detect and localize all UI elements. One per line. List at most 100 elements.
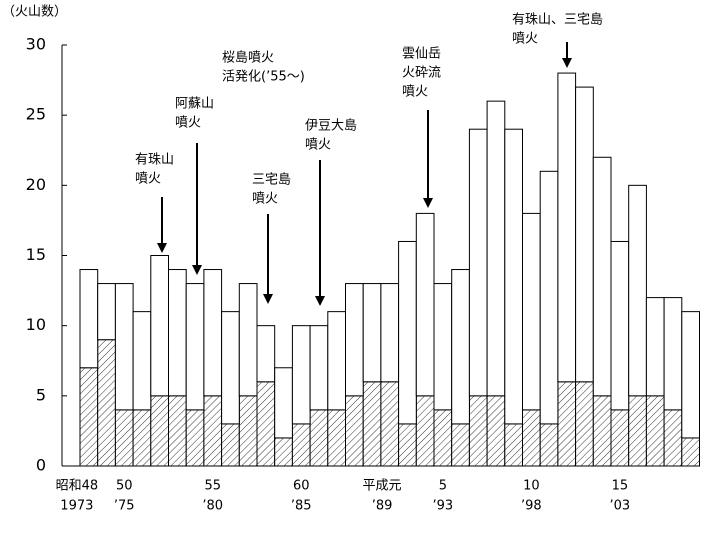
x-tick-label-western: ’80 [202,499,223,514]
bar-segment [362,283,382,383]
x-tick-label-western: ’93 [433,499,454,514]
y-axis-label: （火山数） [2,5,67,20]
bar-segment [114,409,134,467]
bar-segment [663,409,683,467]
bar-segment [486,100,506,397]
x-tick-label: 5 [439,479,447,494]
x-tick-label: 平成元 [363,479,402,494]
bar-segment [309,325,329,411]
bar-segment [645,395,665,467]
bar-segment [238,283,258,397]
x-tick-label: 50 [116,479,133,494]
bar-segment [291,325,311,425]
bar-segment [663,297,683,411]
bar-segment [256,381,276,467]
bar-segment [504,128,523,425]
bar-segment [221,423,240,467]
annotation: 活発化(’55～) [222,70,305,85]
bar-segment [291,423,311,467]
bar-segment [168,395,187,467]
bar-segment [628,184,647,397]
bar-segment [610,240,630,411]
bar-segment [345,395,364,467]
bar-segment [362,381,382,467]
annotation: 阿蘇山 [175,97,214,112]
annotation: 噴火 [252,192,278,207]
arrow-head [192,265,202,275]
arrow-head [157,243,167,253]
arrow-head [562,58,572,68]
annotation: 有珠山、三宅島 [512,13,603,28]
annotation: 伊豆大島 [305,119,357,134]
bar-segment [628,395,647,467]
bar-segment [415,395,435,467]
annotation: 雲仙岳 [402,47,441,62]
bar-segment [575,381,594,467]
arrow-head [315,296,325,306]
x-tick-label-western: ’75 [114,499,135,514]
annotation: 有珠山 [135,153,174,168]
bar-segment [504,423,523,467]
bar-segment [114,283,134,411]
bar-segment [380,381,400,467]
bar-segment [522,212,541,411]
bar-segment [433,409,453,467]
bar-segment [132,409,152,467]
bar-segment [557,72,577,383]
bar-segment [451,269,470,425]
bar-segment [79,367,99,467]
y-tick-label: 0 [36,456,46,475]
bar-segment [522,409,541,467]
bar-segment [185,283,205,411]
bar-segment [398,240,417,425]
x-tick-label: 60 [293,479,310,494]
bar-segment [557,381,577,467]
bar-segment [575,86,594,383]
x-tick-label: 昭和48 [56,479,99,494]
bar-segment [451,423,470,467]
y-tick-label: 25 [26,105,46,124]
arrow-head [263,294,273,304]
bar-segment [468,395,488,467]
bar-segment [592,395,612,467]
annotation: 噴火 [305,138,331,153]
bar-segment [203,269,223,397]
annotation: 火砕流 [402,66,441,81]
bar-segment [539,423,559,467]
bar-segment [221,311,240,425]
bar-segment [345,283,364,397]
y-tick-label: 5 [36,385,46,404]
bar-segment [681,437,700,467]
bar-segment [539,170,559,425]
bar-segment [256,325,276,383]
bar-segment [97,283,116,341]
annotation: 噴火 [402,85,428,100]
bar-segment [681,311,700,439]
bar-segment [203,395,223,467]
bar-segment [610,409,630,467]
bar-segment [150,255,170,397]
x-tick-label-western: ’03 [610,499,631,514]
bar-segment [327,311,346,411]
annotation: 噴火 [175,116,201,131]
bar-segment [274,437,293,467]
annotation: 三宅島 [252,173,291,188]
y-tick-label: 10 [26,315,46,334]
bar-segment [468,128,488,397]
y-tick-label: 30 [26,35,46,54]
annotation: 桜島噴火 [222,51,274,66]
bar-segment [645,297,665,397]
bar-segment [168,269,187,397]
y-tick-label: 15 [26,245,46,264]
x-tick-label: 15 [612,479,629,494]
bar-segment [97,339,116,467]
bar-segment [592,156,612,397]
bar-segment [274,367,293,439]
x-tick-label: 10 [523,479,540,494]
y-tick-label: 20 [26,175,46,194]
bar-segment [132,311,152,411]
bar-segment [150,395,170,467]
bar-segment [79,269,99,369]
bar-segment [415,212,435,397]
